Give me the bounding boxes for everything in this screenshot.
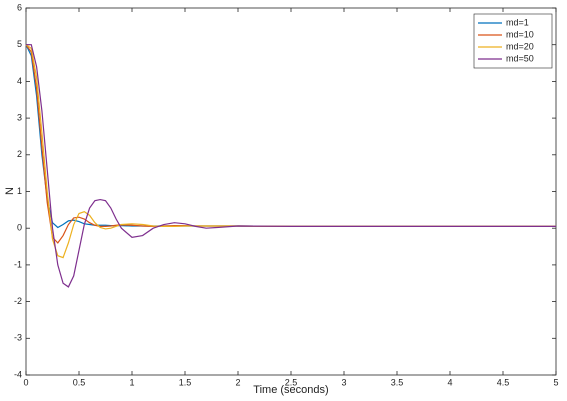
x-tick-label: 3 bbox=[341, 377, 346, 387]
series-line bbox=[25, 44, 556, 259]
series-line bbox=[26, 44, 556, 288]
y-tick-label: 1 bbox=[17, 186, 22, 196]
y-tick-label: 0 bbox=[17, 223, 22, 233]
x-tick-label: 2 bbox=[235, 377, 240, 387]
y-tick-label: -3 bbox=[14, 333, 22, 343]
x-tick-label: 5 bbox=[553, 377, 558, 387]
y-tick-label: 6 bbox=[17, 2, 22, 12]
x-tick-label: 2.5 bbox=[285, 377, 298, 387]
legend-label: md=10 bbox=[506, 29, 534, 39]
x-tick-label: 3.5 bbox=[391, 377, 404, 387]
y-tick-label: -1 bbox=[14, 259, 22, 269]
x-tick-label: 4 bbox=[447, 377, 452, 387]
x-tick-label: 1 bbox=[129, 377, 134, 387]
y-tick-label: -4 bbox=[14, 369, 22, 379]
y-tick-label: 2 bbox=[17, 149, 22, 159]
legend-label: md=20 bbox=[506, 41, 534, 51]
x-tick-label: 1.5 bbox=[179, 377, 192, 387]
legend: md=1 md=10 md=20 md=50 bbox=[473, 13, 553, 69]
x-tick-label: 0.5 bbox=[73, 377, 86, 387]
x-axis-label: Time (seconds) bbox=[253, 384, 328, 396]
legend-label: md=1 bbox=[506, 17, 529, 27]
y-tick-label: 3 bbox=[17, 112, 22, 122]
plot-area bbox=[25, 7, 557, 376]
x-tick-label: 0 bbox=[23, 377, 28, 387]
y-tick-label: -2 bbox=[14, 296, 22, 306]
legend-label: md=50 bbox=[506, 53, 534, 63]
y-axis-label: N bbox=[4, 187, 16, 195]
y-tick-label: 5 bbox=[17, 39, 22, 49]
y-tick-label: 4 bbox=[17, 76, 22, 86]
x-tick-label: 4.5 bbox=[497, 377, 510, 387]
